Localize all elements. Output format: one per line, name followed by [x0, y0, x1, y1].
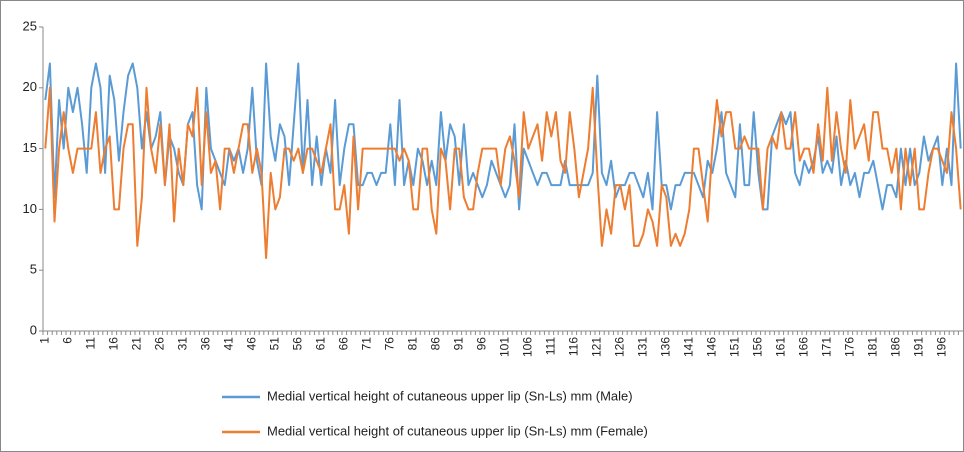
x-tick-label: 76: [382, 337, 396, 351]
x-tick-label: 141: [681, 337, 695, 357]
x-tick-label: 51: [267, 337, 281, 351]
x-tick-label: 181: [865, 337, 879, 357]
x-tick-label: 176: [842, 337, 856, 357]
x-tick-label: 46: [244, 337, 258, 351]
x-tick-label: 1: [37, 337, 51, 344]
y-tick-label: 20: [23, 79, 37, 94]
y-tick-label: 0: [30, 322, 37, 337]
x-tick-label: 16: [106, 337, 120, 351]
legend-label: Medial vertical height of cutaneous uppe…: [267, 423, 648, 438]
x-tick-label: 156: [750, 337, 764, 357]
x-tick-label: 41: [221, 337, 235, 351]
x-tick-label: 151: [727, 337, 741, 357]
y-tick-label: 10: [23, 201, 37, 216]
x-tick-label: 166: [796, 337, 810, 357]
x-tick-label: 36: [198, 337, 212, 351]
y-tick-label: 15: [23, 140, 37, 155]
y-tick-label: 5: [30, 262, 37, 277]
x-tick-label: 6: [60, 337, 74, 344]
x-tick-label: 56: [290, 337, 304, 351]
x-tick-label: 96: [474, 337, 488, 351]
x-tick-label: 161: [773, 337, 787, 357]
x-tick-label: 146: [704, 337, 718, 357]
x-tick-label: 71: [359, 337, 373, 351]
x-tick-label: 191: [911, 337, 925, 357]
legend-label: Medial vertical height of cutaneous uppe…: [267, 388, 633, 403]
x-tick-label: 26: [152, 337, 166, 351]
x-tick-label: 126: [612, 337, 626, 357]
x-tick-label: 66: [336, 337, 350, 351]
x-tick-label: 81: [405, 337, 419, 351]
x-tick-label: 86: [428, 337, 442, 351]
x-tick-label: 136: [658, 337, 672, 357]
x-tick-label: 196: [934, 337, 948, 357]
x-tick-label: 11: [83, 337, 97, 350]
x-tick-label: 171: [819, 337, 833, 357]
line-series: [44, 62, 962, 211]
x-tick-label: 121: [589, 337, 603, 357]
x-tick-label: 61: [313, 337, 327, 351]
x-tick-label: 101: [497, 337, 511, 357]
x-tick-label: 186: [888, 337, 902, 357]
x-tick-label: 91: [451, 337, 465, 351]
x-tick-label: 21: [129, 337, 143, 351]
x-tick-label: 106: [520, 337, 534, 357]
x-tick-label: 116: [566, 337, 580, 356]
x-tick-label: 111: [543, 337, 557, 356]
x-tick-label: 131: [635, 337, 649, 357]
line-series: [44, 86, 962, 260]
y-tick-label: 25: [23, 18, 37, 33]
x-tick-label: 31: [175, 337, 189, 351]
